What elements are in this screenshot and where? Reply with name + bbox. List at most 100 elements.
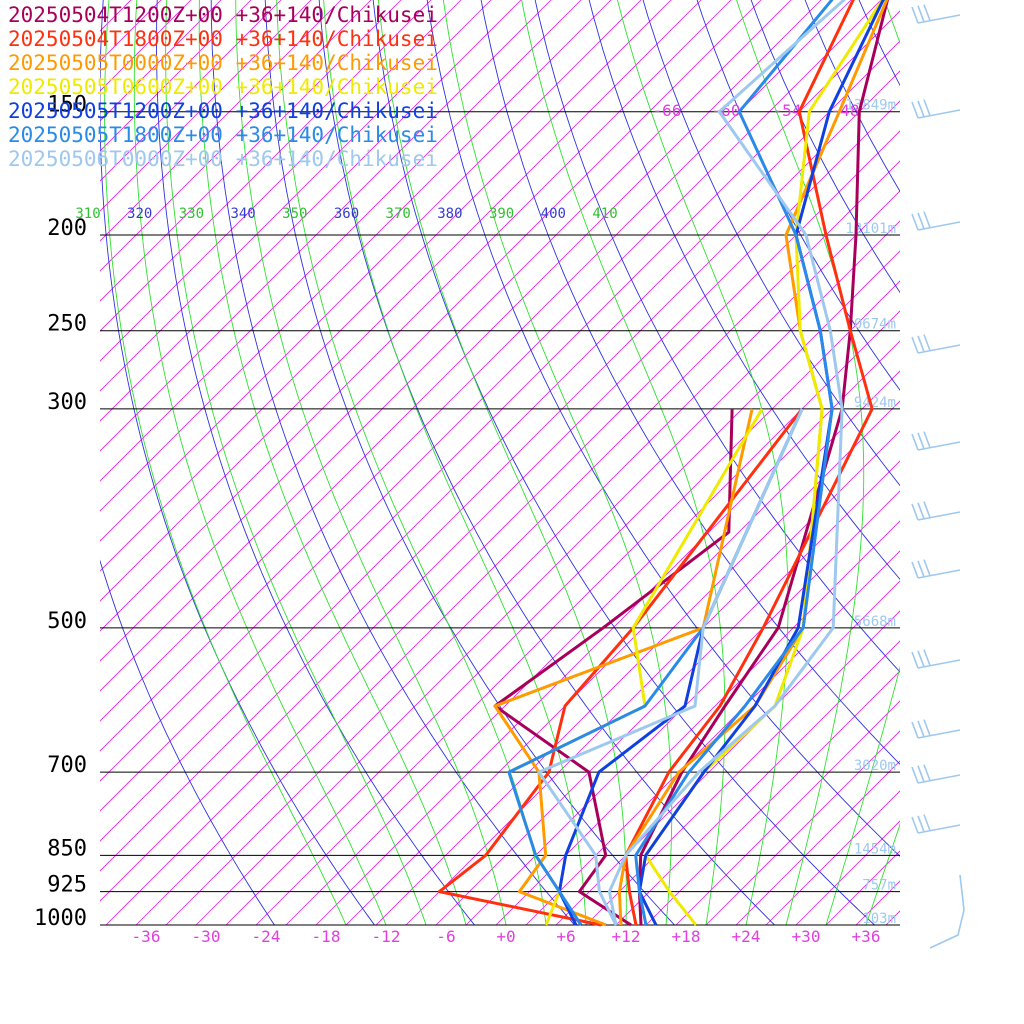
- barb-feather: [917, 212, 925, 230]
- x-tick-label: -6: [436, 927, 455, 946]
- barb-feather: [923, 719, 931, 736]
- isotherm-line: [435, 460, 900, 925]
- barb-staff: [917, 344, 961, 354]
- barb-feather: [917, 502, 925, 520]
- upper-temp-label: -60: [712, 101, 741, 120]
- dry-adiabat-line: [588, 0, 900, 580]
- theta-label: 400: [541, 206, 566, 222]
- barb-feather: [911, 503, 919, 521]
- barb-staff: [917, 824, 961, 834]
- dry-adiabat-line: [100, 559, 275, 925]
- legend-entry-1: 20250504T1200Z+00 +36+140/Chikusei: [8, 3, 438, 27]
- dry-adiabat-line: [861, 0, 1024, 925]
- height-label-925: 757m: [862, 878, 896, 894]
- height-label-1000: 103m: [862, 911, 896, 927]
- legend-entry-3: 20250505T0000Z+00 +36+140/Chikusei: [8, 51, 438, 75]
- barb-staff: [917, 14, 961, 24]
- x-tick-label: +12: [612, 927, 641, 946]
- wind-barb: [911, 814, 961, 834]
- isotherm-line: [825, 850, 900, 925]
- theta-label: 410: [592, 206, 617, 222]
- dry-adiabat-line: [480, 0, 900, 765]
- x-tick-label: +0: [496, 927, 515, 946]
- pressure-label-250: 250: [47, 312, 87, 337]
- isotherm-line: [255, 280, 900, 925]
- wind-barb: [911, 99, 961, 119]
- barb-feather: [923, 559, 931, 576]
- theta-label: 330: [179, 206, 204, 222]
- barb-feather: [917, 650, 925, 668]
- upper-temp-label: -66: [653, 101, 682, 120]
- x-tick-label: +18: [672, 927, 701, 946]
- wind-barb: [911, 649, 961, 669]
- barb-staff: [917, 774, 961, 784]
- wind-barb: [911, 4, 961, 24]
- pressure-label-1000: 1000: [34, 906, 87, 931]
- wind-barb: [911, 211, 961, 231]
- chart-legend: 20250504T1200Z+00 +36+140/Chikusei 202505…: [8, 3, 438, 171]
- height-label-150: 13849m: [845, 98, 896, 114]
- theta-label: 380: [437, 206, 462, 222]
- barb-feather: [917, 100, 925, 118]
- barb-feather: [911, 336, 919, 354]
- x-tick-label: -12: [372, 927, 401, 946]
- pressure-label-300: 300: [47, 390, 87, 415]
- barb-feather: [911, 561, 919, 579]
- dewpoint-line: [537, 408, 804, 926]
- x-tick-label: -30: [192, 927, 221, 946]
- series-6: [507, 0, 834, 926]
- isotherm-line: [885, 910, 900, 925]
- wind-barb: [911, 431, 961, 451]
- isotherm-line: [675, 700, 900, 925]
- theta-label: 370: [386, 206, 411, 222]
- dewpoint-line: [493, 408, 734, 927]
- legend-entry-7: 20250506T0000Z+00 +36+140/Chikusei: [8, 147, 438, 171]
- x-tick-label: -24: [252, 927, 281, 946]
- legend-entry-4: 20250505T0600Z+00 +36+140/Chikusei: [8, 75, 438, 99]
- height-label-300: 9424m: [854, 395, 896, 411]
- series-1: [493, 0, 889, 927]
- wind-barb: [911, 764, 961, 784]
- dry-adiabat-line: [534, 0, 900, 673]
- pressure-label-850: 850: [47, 836, 87, 861]
- barb-staff: [917, 569, 961, 579]
- height-label-200: 12101m: [845, 221, 896, 237]
- sounding-profiles: [437, 0, 889, 927]
- isotherm-line: [225, 250, 900, 925]
- barb-feather: [911, 433, 919, 451]
- dry-adiabat-line: [156, 0, 475, 925]
- series-4: [507, 0, 885, 926]
- x-tick-label: +6: [556, 927, 575, 946]
- height-label-700: 3020m: [854, 758, 896, 774]
- isotherm-line: [916, 0, 1024, 925]
- wind-barb: [911, 559, 961, 579]
- moist-adiabat-line: [865, 823, 900, 925]
- barb-feather: [911, 816, 919, 834]
- barb-feather: [911, 721, 919, 739]
- dry-adiabat-line: [950, 0, 1024, 925]
- isotherm-line: [375, 400, 900, 925]
- temperature-line: [637, 0, 889, 926]
- dry-adiabat-line: [264, 0, 675, 925]
- barb-feather: [923, 334, 931, 351]
- dry-adiabat-line: [750, 0, 900, 294]
- x-tick-label: -36: [132, 927, 161, 946]
- wind-barb: [911, 334, 961, 354]
- series-5: [557, 0, 885, 926]
- isotherm-line: [855, 880, 900, 925]
- isotherm-line: [555, 580, 900, 925]
- barb-staff: [917, 659, 961, 669]
- pressure-label-150: 150: [47, 93, 87, 118]
- temperature-line: [634, 0, 834, 926]
- barb-feather: [923, 99, 931, 116]
- barb-feather: [917, 765, 925, 783]
- isotherm-line: [645, 670, 900, 925]
- isotherm-line: [615, 640, 900, 925]
- upper-temp-label: -48: [831, 101, 860, 120]
- dry-adiabat-line: [995, 0, 1024, 925]
- moist-adiabat-line: [442, 0, 673, 925]
- x-tick-label: +30: [792, 927, 821, 946]
- height-label-500: 5668m: [854, 614, 896, 630]
- dry-adiabat-line: [426, 0, 900, 857]
